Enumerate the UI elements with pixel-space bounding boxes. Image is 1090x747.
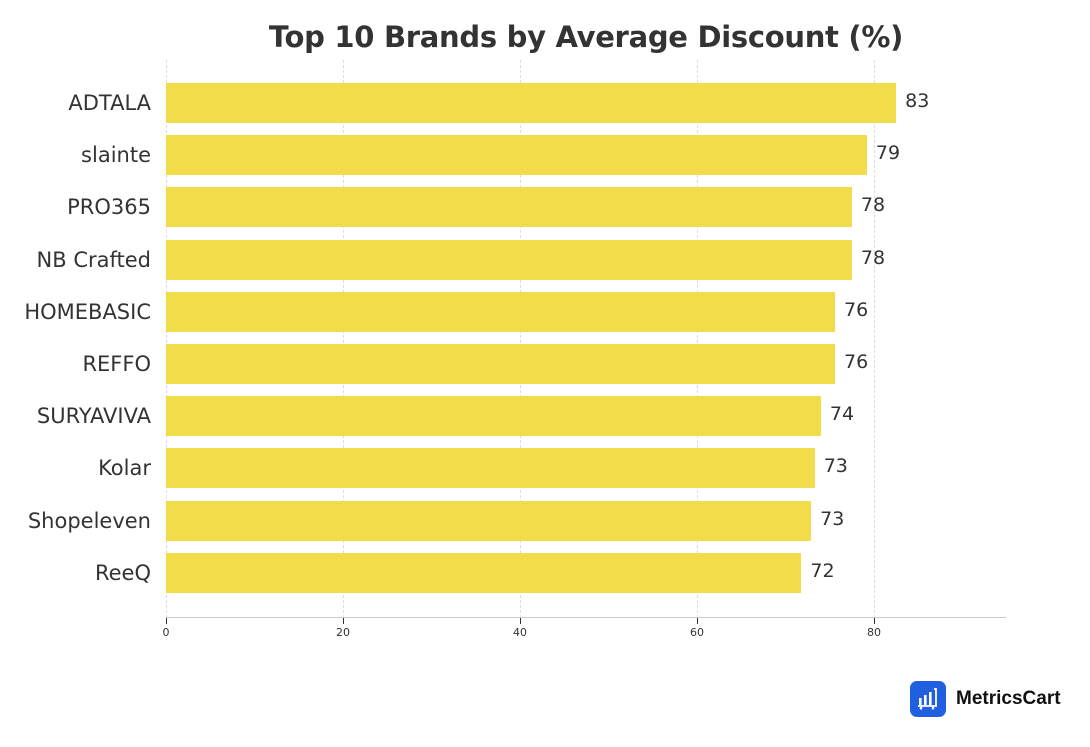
value-label: 83	[905, 90, 930, 112]
gridline	[697, 60, 698, 618]
value-label: 76	[844, 298, 869, 321]
bar	[166, 187, 852, 228]
plot-area: ADTALA 83 slainte 79 PRO365 78 NB Crafted 78 HOM…	[24, 60, 1006, 618]
value-label: 73	[823, 455, 848, 478]
brand-name: MetricsCart	[956, 688, 1061, 709]
x-tick	[874, 618, 875, 624]
x-tick-label: 60	[690, 626, 704, 639]
category-label: REFFO	[82, 352, 151, 376]
bar	[166, 500, 812, 541]
category-label: NB Crafted	[36, 247, 151, 272]
x-tick	[343, 618, 344, 624]
category-label: Shopeleven	[27, 508, 151, 533]
brand-logo: MetricsCart	[910, 681, 1061, 717]
value-label: 78	[860, 194, 886, 217]
gridline	[343, 60, 344, 618]
x-tick-label: 0	[162, 626, 170, 639]
bar	[166, 239, 852, 280]
value-label: 72	[810, 559, 835, 582]
gridline	[520, 60, 521, 618]
value-label: 74	[829, 403, 855, 426]
x-axis-line	[166, 617, 1006, 618]
x-tick-label: 40	[513, 626, 527, 639]
category-label: slainte	[81, 143, 151, 168]
bar-chart-cart-icon	[910, 681, 946, 717]
category-label: ReeQ	[94, 560, 151, 585]
category-label: ADTALA	[68, 91, 151, 115]
x-tick-label: 80	[867, 626, 881, 639]
value-label: 78	[860, 246, 886, 269]
bar	[166, 83, 897, 123]
chart-title: Top 10 Brands by Average Discount (%)	[268, 20, 904, 54]
x-tick-label: 20	[336, 626, 350, 639]
category-label: HOMEBASIC	[24, 299, 151, 324]
bar	[166, 448, 815, 489]
bar	[166, 396, 821, 437]
value-label: 79	[875, 142, 901, 165]
bar	[166, 291, 836, 332]
bar	[166, 552, 802, 593]
bar	[166, 135, 867, 176]
x-tick	[166, 618, 167, 624]
category-label: PRO365	[67, 195, 151, 220]
gridline	[166, 60, 167, 618]
x-tick	[697, 618, 698, 624]
category-label: SURYAVIVA	[36, 404, 151, 429]
x-tick	[520, 618, 521, 624]
bar	[166, 344, 836, 384]
gridline	[874, 60, 875, 618]
category-label: Kolar	[98, 456, 151, 481]
value-label: 76	[844, 351, 869, 373]
value-label: 73	[820, 507, 845, 530]
